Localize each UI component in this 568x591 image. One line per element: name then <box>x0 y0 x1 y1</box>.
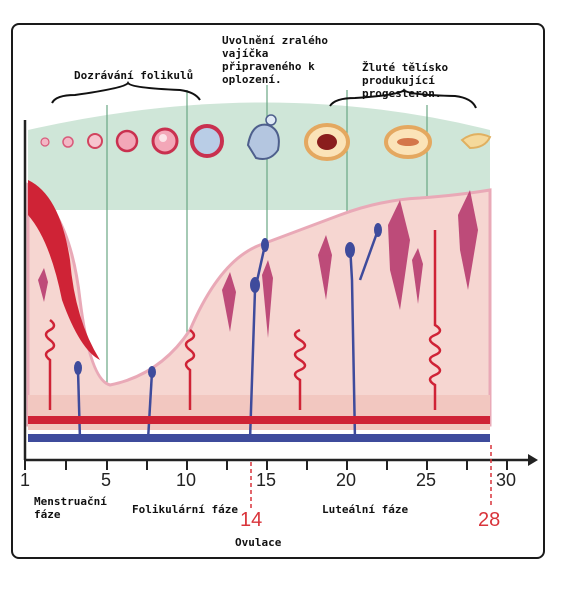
tick-30: 30 <box>496 470 517 490</box>
tick-10: 10 <box>176 470 197 490</box>
corpus-luteum-label: Žluté tělísko produkující progesteron. <box>362 61 449 100</box>
tick-20: 20 <box>336 470 357 490</box>
ovulation-release-label: Uvolnění zralého vajíčka připraveného k … <box>222 34 328 86</box>
x-axis-arrow <box>528 454 538 466</box>
follicular-phase-label: Folikulární fáze <box>132 503 238 516</box>
x-axis-ticks <box>24 460 508 470</box>
follicle-label: Dozrávání folikulů <box>74 69 194 82</box>
ovulation-label: Ovulace <box>235 536 282 549</box>
tick-15: 15 <box>256 470 277 490</box>
basal-layer <box>28 395 490 430</box>
brackets <box>51 81 477 109</box>
ovulation-markers <box>250 445 492 508</box>
spiral-arteries <box>44 230 442 410</box>
glands <box>38 190 478 338</box>
tick-1: 1 <box>20 470 31 490</box>
luteal-phase-label: Luteální fáze <box>322 503 409 516</box>
vein-bulbs <box>74 223 382 378</box>
cycle-end-marker: 28 <box>478 509 501 531</box>
menstrual-phase-label: Menstruační fáze <box>34 495 107 521</box>
endometrium <box>26 182 492 427</box>
tick-25: 25 <box>416 470 437 490</box>
phase-dividers <box>106 85 428 385</box>
follicles <box>40 114 492 161</box>
menstrual-shedding <box>28 180 100 360</box>
tick-5: 5 <box>101 470 112 490</box>
ovulation-day-marker: 14 <box>240 509 263 531</box>
